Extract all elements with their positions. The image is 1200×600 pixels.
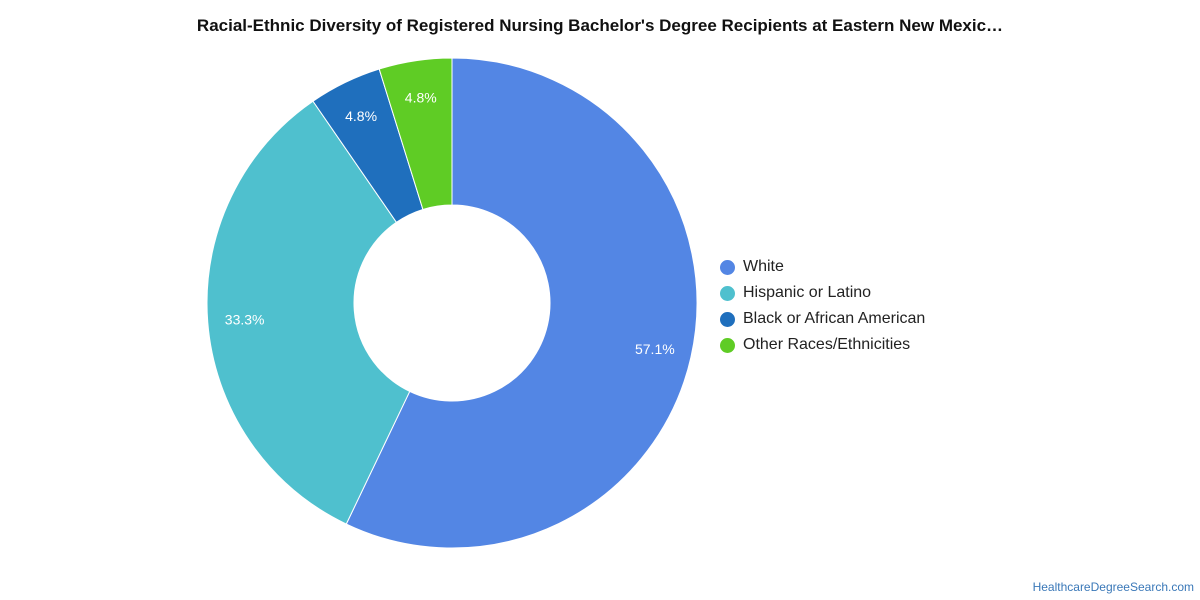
slice-white[interactable] (345, 57, 698, 549)
chart-legend: White Hispanic or Latino Black or African … (720, 254, 925, 358)
legend-item[interactable]: Black or African American (720, 306, 925, 332)
slice-hispanic-or-latino[interactable] (206, 100, 411, 525)
legend-item[interactable]: Other Races/Ethnicities (720, 332, 925, 358)
legend-swatch (720, 337, 735, 353)
legend-swatch (720, 311, 735, 327)
chart-title: Racial-Ethnic Diversity of Registered Nu… (196, 16, 1004, 35)
slice-label: 4.8% (405, 89, 437, 105)
slice-labels: 57.1% 33.3% 4.8% 4.8% (225, 89, 675, 357)
slice-other-races-ethnicities[interactable] (378, 57, 453, 211)
legend-label: Hispanic or Latino (743, 284, 872, 301)
slice-label: 57.1% (635, 341, 675, 357)
legend-label: Black or African American (743, 310, 926, 327)
source-watermark[interactable]: HealthcareDegreeSearch.com (1032, 580, 1194, 594)
slice-label: 33.3% (225, 311, 265, 327)
legend-item[interactable]: Hispanic or Latino (720, 280, 925, 306)
legend-swatch (720, 285, 735, 301)
legend-item[interactable]: White (720, 254, 925, 280)
legend-swatch (720, 259, 735, 275)
donut-slices (206, 57, 698, 549)
legend-label: Other Races/Ethnicities (743, 336, 911, 353)
slice-label: 4.8% (345, 108, 377, 124)
legend-label: White (743, 258, 784, 275)
